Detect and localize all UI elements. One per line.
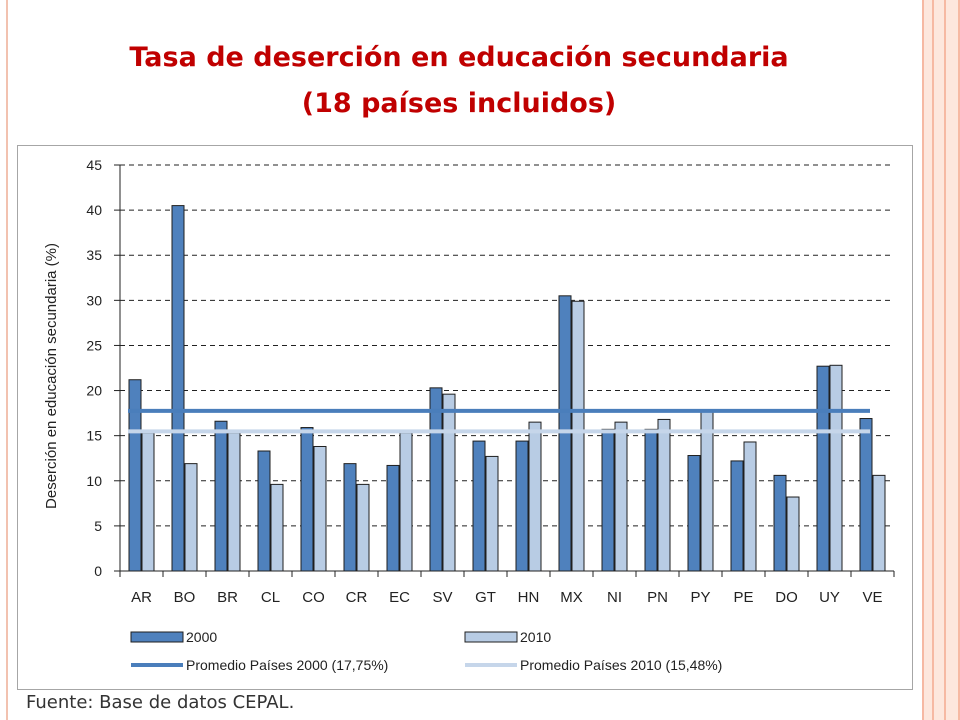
bar-2000 xyxy=(214,420,228,572)
bar-2010 xyxy=(571,300,585,572)
x-tick-label: PY xyxy=(690,589,710,606)
bars xyxy=(128,205,886,572)
y-tick-label: 35 xyxy=(86,247,102,263)
y-axis-label: Deserción en educación secundaria (%) xyxy=(43,243,60,509)
legend-label-2010: 2010 xyxy=(520,629,551,645)
x-tick-label: HN xyxy=(518,589,540,606)
bar-2010 xyxy=(399,432,413,572)
x-tick-label: AR xyxy=(131,589,152,606)
bar-2000 xyxy=(300,427,314,572)
bar-2010 xyxy=(227,432,241,572)
bar-2010 xyxy=(184,463,198,572)
x-tick-label: UY xyxy=(819,589,840,606)
bar-2000 xyxy=(257,450,271,572)
bar-2010 xyxy=(356,483,370,572)
x-tick-label: CL xyxy=(261,589,280,606)
bar-2000 xyxy=(171,205,185,572)
bar-2010 xyxy=(657,418,671,572)
bar-2000 xyxy=(343,463,357,572)
bar-2000 xyxy=(773,474,787,572)
legend-swatch-2000 xyxy=(130,631,184,643)
x-tick-label: SV xyxy=(432,589,452,606)
x-tick-label: BO xyxy=(174,589,196,606)
y-tick-label: 0 xyxy=(94,563,102,579)
slide-title: Tasa de deserción en educación secundari… xyxy=(129,42,789,73)
bar-2010 xyxy=(442,393,456,572)
y-tick-label: 40 xyxy=(86,202,102,218)
bar-2000 xyxy=(515,440,529,572)
bar-2000 xyxy=(472,440,486,572)
x-tick-label: GT xyxy=(475,589,496,606)
x-tick-label: EC xyxy=(389,589,410,606)
bar-2000 xyxy=(644,428,658,572)
bar-2000 xyxy=(601,428,615,572)
bar-2000 xyxy=(859,418,873,572)
y-tick-label: 25 xyxy=(86,337,102,353)
bar-2000 xyxy=(816,365,830,572)
bar-2010 xyxy=(614,421,628,572)
bar-chart: 0 5 10 15 20 25 30 35 40 45 AR BO BR CL CO CR EC SV GT HN M… xyxy=(43,157,895,673)
bar-2010 xyxy=(141,432,155,572)
bar-2010 xyxy=(829,364,843,572)
x-tick-label: NI xyxy=(607,589,622,606)
y-tick-label: 30 xyxy=(86,292,102,308)
x-tick-label: PE xyxy=(733,589,753,606)
x-tick-label: VE xyxy=(862,589,882,606)
y-tick-label: 10 xyxy=(86,473,102,489)
slide-right-stripes xyxy=(918,0,960,720)
y-tick-label: 15 xyxy=(86,428,102,444)
bar-2010 xyxy=(270,483,284,572)
y-axis-ticks: 0 5 10 15 20 25 30 35 40 45 xyxy=(86,157,102,579)
y-tick-label: 5 xyxy=(94,518,102,534)
bar-2010 xyxy=(872,474,886,572)
bar-2010 xyxy=(743,441,757,572)
x-axis-ticks: AR BO BR CL CO CR EC SV GT HN MX NI PN PY PE DO UY VE xyxy=(131,589,882,606)
average-lines xyxy=(128,408,870,434)
bar-2010 xyxy=(485,455,499,572)
slide-subtitle: (18 países incluidos) xyxy=(301,88,617,119)
x-tick-label: DO xyxy=(775,589,798,606)
bar-2010 xyxy=(528,421,542,572)
bar-2000 xyxy=(386,464,400,572)
bar-2000 xyxy=(558,295,572,572)
y-tick-label: 45 xyxy=(86,157,102,173)
x-tick-label: BR xyxy=(217,589,238,606)
slide-left-border xyxy=(0,0,8,720)
bar-2010 xyxy=(700,410,714,572)
legend-label-avg-2000: Promedio Países 2000 (17,75%) xyxy=(186,657,388,673)
bar-2000 xyxy=(687,455,701,572)
x-tick-label: PN xyxy=(647,589,668,606)
bar-2010 xyxy=(313,445,327,572)
gridlines xyxy=(120,164,894,527)
legend-swatch-2010 xyxy=(464,631,518,643)
legend-label-2000: 2000 xyxy=(186,629,217,645)
y-tick-label: 20 xyxy=(86,383,102,399)
source-note: Fuente: Base de datos CEPAL. xyxy=(26,692,295,713)
bar-2000 xyxy=(730,460,744,572)
bar-2000 xyxy=(128,379,142,572)
legend: 2000 2010 Promedio Países 2000 (17,75%) Pro… xyxy=(130,629,722,673)
x-tick-label: CR xyxy=(346,589,368,606)
legend-label-avg-2010: Promedio Países 2010 (15,48%) xyxy=(520,657,722,673)
bar-2000 xyxy=(429,387,443,572)
bar-2010 xyxy=(786,496,800,572)
axes xyxy=(114,164,895,577)
chart-frame: 0 5 10 15 20 25 30 35 40 45 AR BO BR CL CO CR EC SV GT HN M… xyxy=(17,145,913,690)
x-tick-label: MX xyxy=(560,589,583,606)
x-tick-label: CO xyxy=(302,589,325,606)
